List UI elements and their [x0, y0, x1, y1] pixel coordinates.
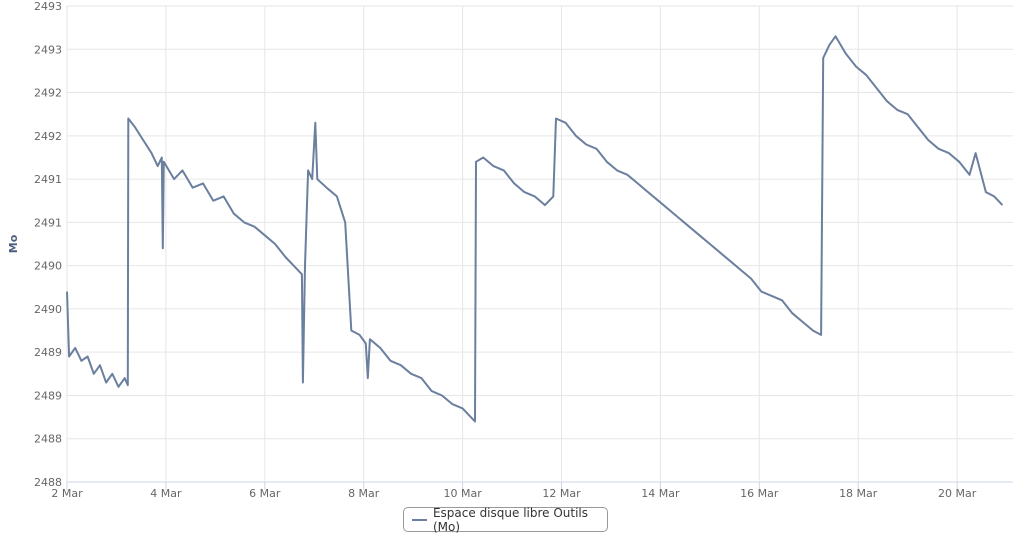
y-tick-label: 2492	[34, 87, 62, 100]
y-tick-label: 2490	[34, 303, 62, 316]
legend-line-swatch	[412, 518, 427, 521]
legend-item[interactable]: Espace disque libre Outils (Mo)	[403, 505, 608, 534]
x-tick-label: 6 Mar	[249, 487, 281, 500]
x-tick-label: 16 Mar	[740, 487, 779, 500]
y-tick-label: 2488	[34, 433, 62, 446]
x-tick-label: 8 Mar	[348, 487, 380, 500]
y-tick-label: 2488	[34, 476, 62, 489]
y-tick-label: 2491	[34, 173, 62, 186]
x-tick-label: 14 Mar	[641, 487, 680, 500]
y-tick-label: 2489	[34, 346, 62, 359]
y-tick-label: 2489	[34, 389, 62, 402]
series-group	[66, 35, 1004, 423]
y-tick-label: 2490	[34, 260, 62, 273]
legend-label: Espace disque libre Outils (Mo)	[432, 505, 589, 534]
y-tick-label: 2493	[34, 43, 62, 56]
x-tick-label: 4 Mar	[150, 487, 182, 500]
x-tick-label: 20 Mar	[938, 487, 977, 500]
x-tick-label: 12 Mar	[542, 487, 581, 500]
y-axis-label: Mo	[7, 234, 20, 253]
y-tick-label: 2493	[34, 0, 62, 13]
grid	[66, 5, 1013, 490]
y-axis-ticks: 2488 2488 2489 2489 2490 2490 2491 2491 2492 2492…	[34, 0, 62, 489]
y-tick-label: 2491	[34, 216, 62, 229]
x-tick-label: 2 Mar	[51, 487, 83, 500]
x-tick-label: 18 Mar	[839, 487, 878, 500]
x-tick-label: 10 Mar	[443, 487, 482, 500]
series-line[interactable]	[66, 35, 1004, 423]
y-tick-label: 2492	[34, 130, 62, 143]
x-axis-ticks: 2 Mar 4 Mar 6 Mar 8 Mar 10 Mar 12 Mar 14 Mar 16…	[51, 487, 976, 500]
